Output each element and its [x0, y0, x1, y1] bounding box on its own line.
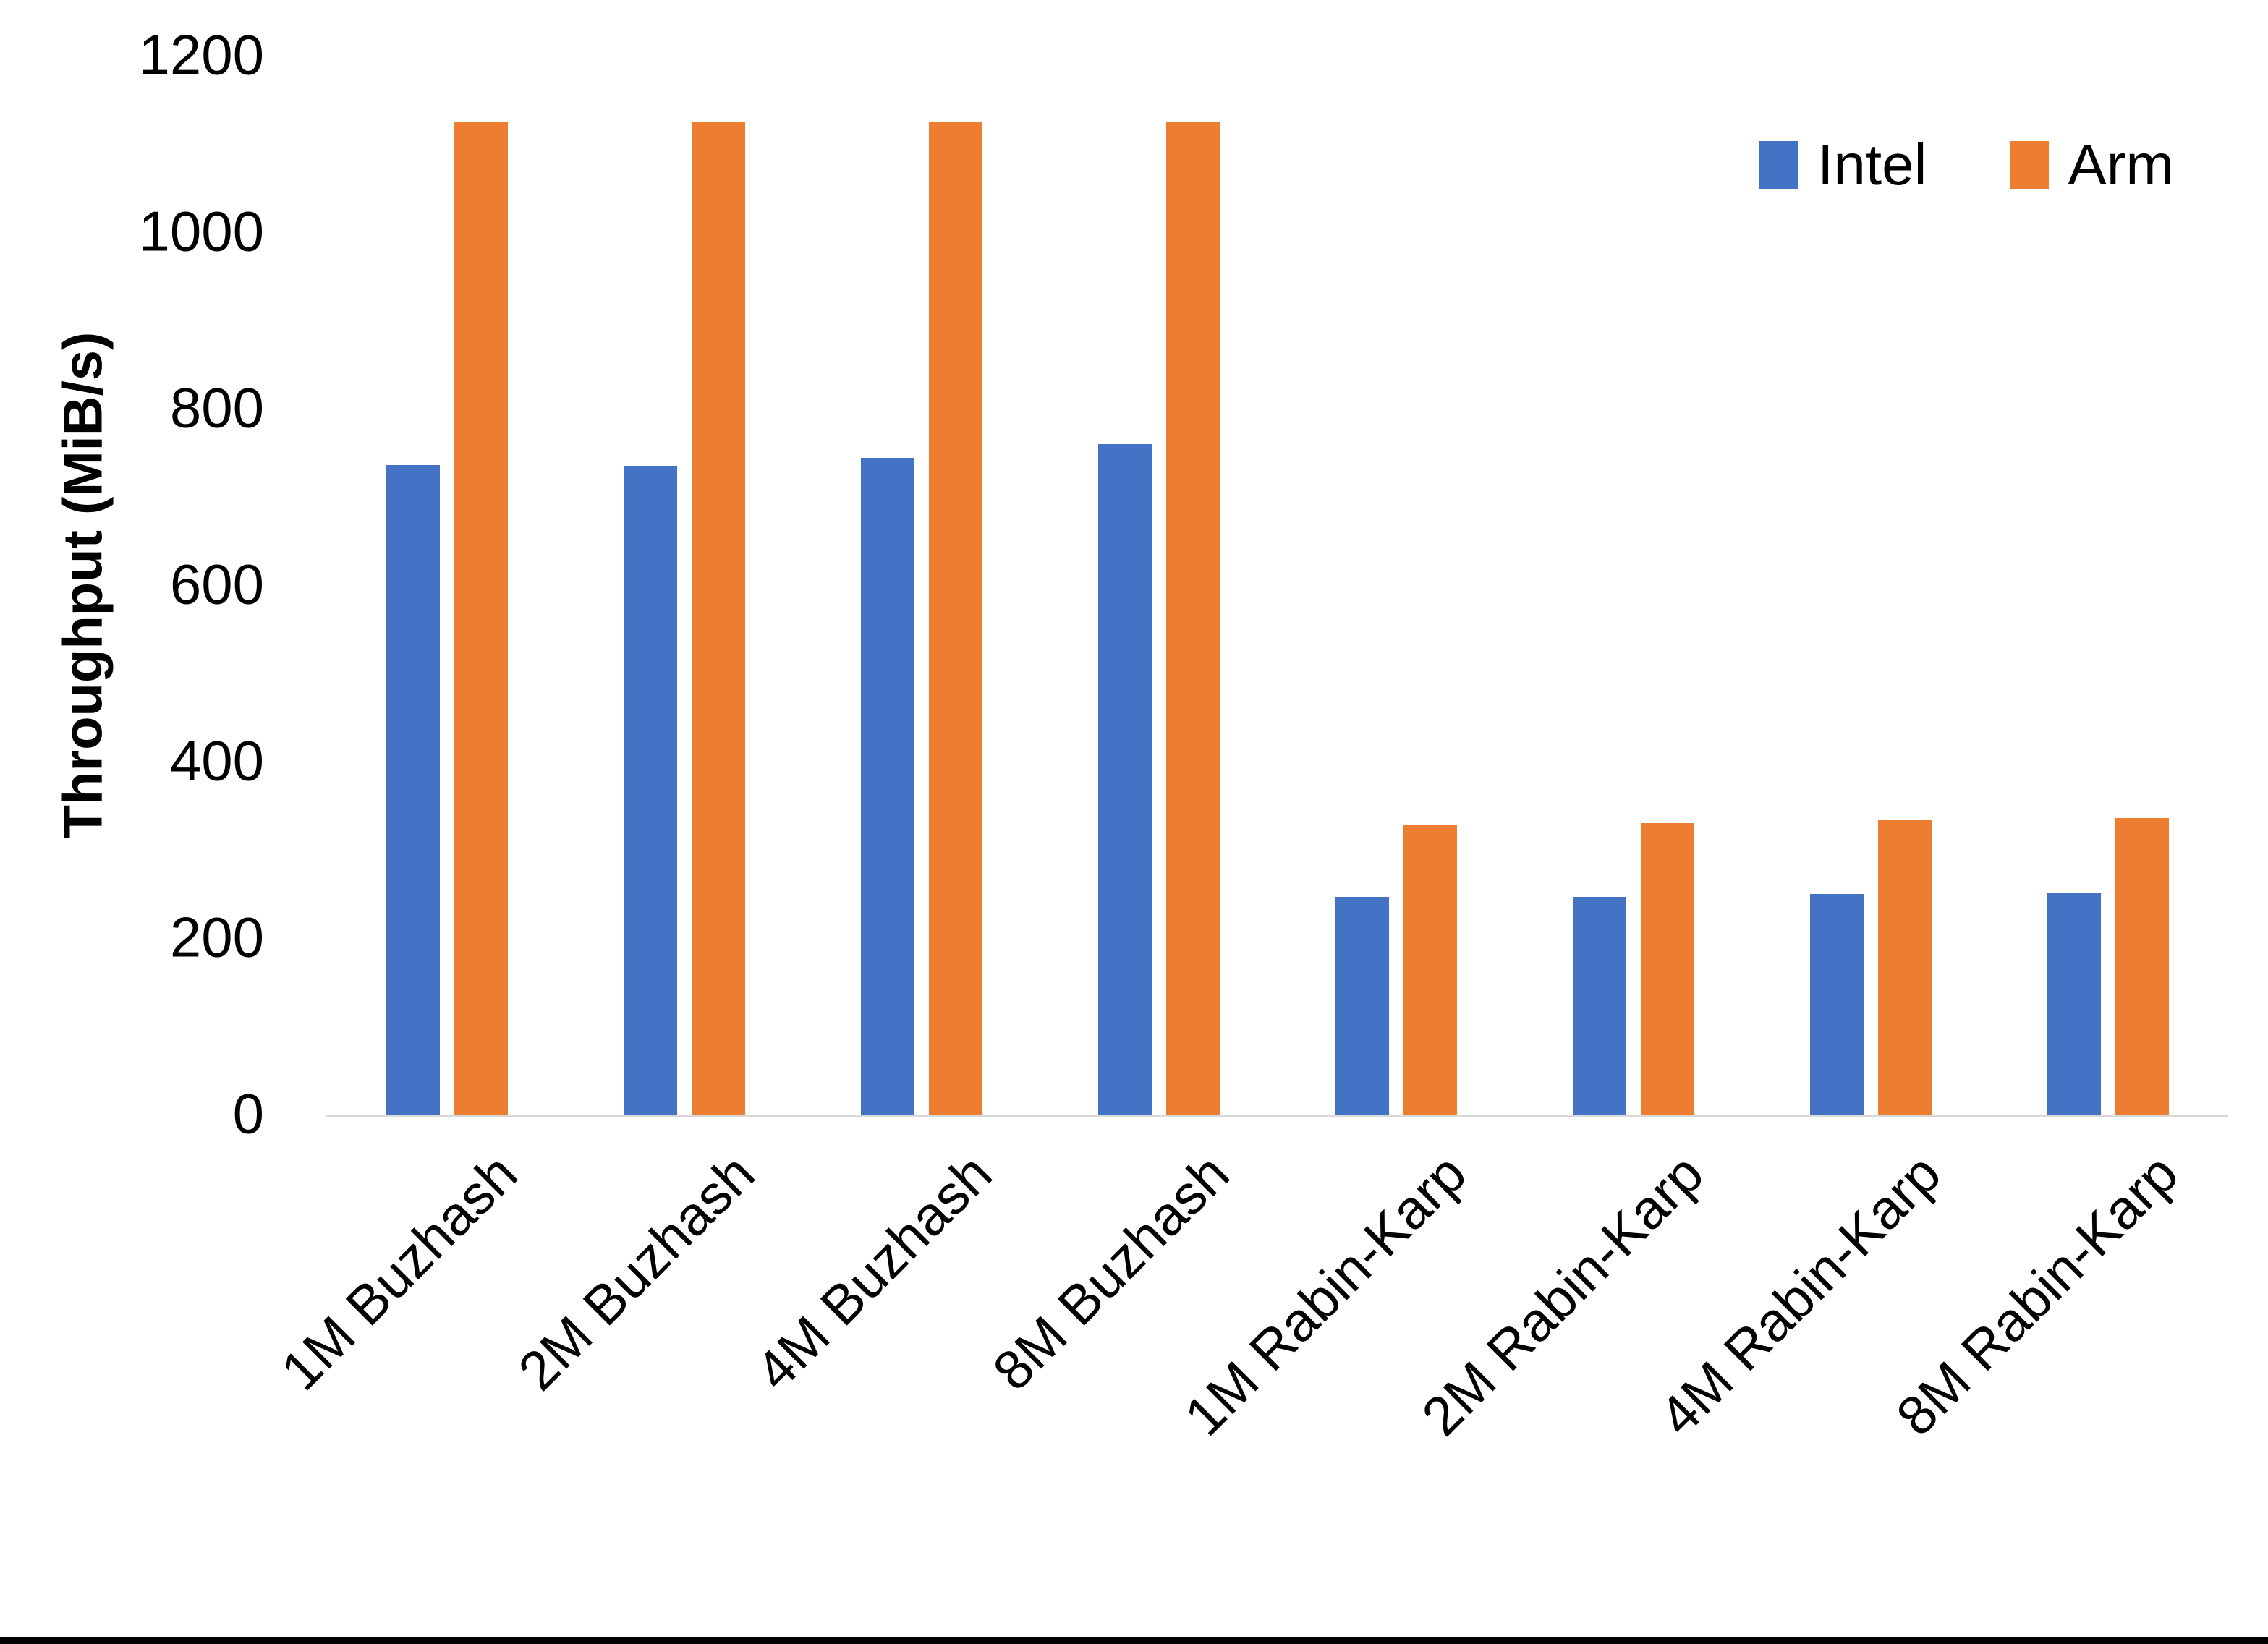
bar-arm-8m-rabin-karp	[2115, 818, 2169, 1115]
x-category-label-8m-buzhash: 8M Buzhash	[981, 1142, 1241, 1402]
y-tick-label-1000: 1000	[138, 199, 264, 263]
y-tick-label-1200: 1200	[138, 22, 264, 87]
bar-arm-8m-buzhash	[1166, 122, 1220, 1115]
y-tick-label-0: 0	[232, 1081, 264, 1146]
legend: Intel Arm	[1759, 136, 2174, 194]
bar-arm-4m-buzhash	[929, 122, 982, 1115]
bar-intel-4m-buzhash	[861, 458, 914, 1115]
x-category-label-4m-buzhash: 4M Buzhash	[744, 1142, 1003, 1402]
bar-arm-4m-rabin-karp	[1878, 819, 1932, 1115]
bar-intel-1m-buzhash	[386, 465, 440, 1115]
bar-intel-1m-rabin-karp	[1335, 896, 1389, 1115]
bar-arm-1m-buzhash	[454, 122, 508, 1115]
legend-label-intel: Intel	[1817, 132, 1927, 197]
bar-arm-1m-rabin-karp	[1403, 825, 1457, 1115]
bar-intel-2m-rabin-karp	[1573, 896, 1626, 1115]
bar-intel-2m-buzhash	[624, 466, 677, 1115]
bar-arm-2m-rabin-karp	[1641, 823, 1694, 1115]
x-category-label-1m-buzhash: 1M Buzhash	[269, 1142, 529, 1402]
bar-intel-8m-buzhash	[1098, 443, 1152, 1115]
bar-arm-2m-buzhash	[692, 122, 745, 1115]
legend-swatch-intel	[1759, 141, 1799, 189]
legend-item-arm: Arm	[2010, 136, 2174, 194]
x-category-label-2m-buzhash: 2M Buzhash	[506, 1142, 766, 1402]
y-tick-label-800: 800	[169, 375, 264, 440]
y-tick-label-200: 200	[169, 905, 264, 969]
y-tick-label-600: 600	[169, 552, 264, 616]
bottom-border	[0, 1637, 2268, 1644]
y-tick-label-400: 400	[169, 728, 264, 793]
legend-label-arm: Arm	[2068, 132, 2174, 197]
x-axis-line	[326, 1115, 2228, 1117]
legend-swatch-arm	[2010, 141, 2050, 189]
bar-intel-8m-rabin-karp	[2047, 893, 2101, 1115]
legend-item-intel: Intel	[1759, 136, 1927, 194]
bar-intel-4m-rabin-karp	[1810, 894, 1864, 1115]
